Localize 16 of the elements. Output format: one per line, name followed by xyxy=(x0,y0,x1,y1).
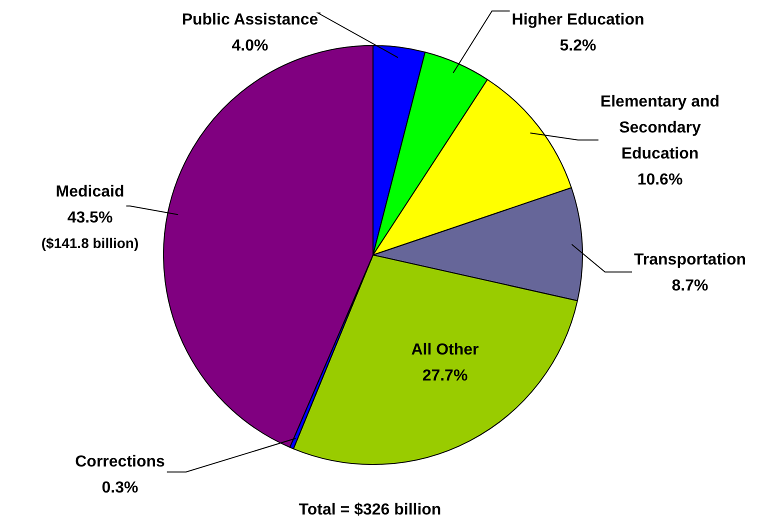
slice-label: All Other xyxy=(411,341,479,358)
data-label: 4.0% xyxy=(232,37,268,54)
data-label: 43.5% xyxy=(67,209,113,226)
text: ($141.8 billion) xyxy=(41,234,139,251)
data-label: 5.2% xyxy=(560,37,596,54)
data-label: 10.6% xyxy=(637,171,683,188)
data-label: 0.3% xyxy=(102,479,138,496)
slice-label: Corrections xyxy=(75,453,165,470)
slice-label: Public Assistance xyxy=(182,11,318,28)
text: Total = $326 billion xyxy=(298,501,442,518)
slice-label: Higher Education xyxy=(512,11,644,28)
slice-label: Transportation xyxy=(634,251,746,268)
data-label: 27.7% xyxy=(422,367,468,384)
data-label: 8.7% xyxy=(672,277,708,294)
slice-label: Elementary and Secondary Education xyxy=(600,93,720,162)
slice-label: Medicaid xyxy=(56,183,124,200)
